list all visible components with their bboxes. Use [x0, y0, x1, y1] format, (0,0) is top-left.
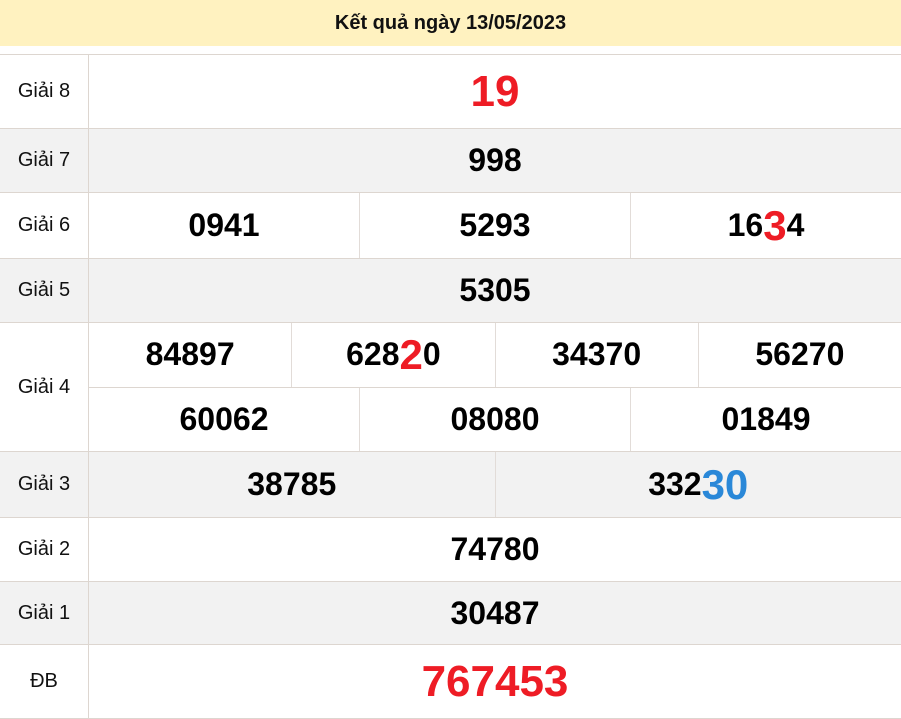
prize-line: 767453: [89, 645, 901, 718]
digits: 16: [728, 207, 764, 244]
digits: 0941: [188, 207, 259, 244]
prize-number: 74780: [89, 518, 901, 581]
highlighted-digits: 19: [471, 67, 520, 117]
digits: 628: [346, 336, 399, 373]
prize-label: Giải 3: [0, 452, 89, 518]
digits: 998: [468, 142, 521, 179]
digits: 38785: [247, 466, 336, 503]
prize-label: Giải 1: [0, 582, 89, 645]
prize-number: 0941: [89, 193, 359, 258]
prize-values: 767453: [89, 645, 901, 719]
prize-label: Giải 4: [0, 323, 89, 452]
prize-number: 34370: [495, 323, 698, 387]
prize-number: 01849: [630, 388, 901, 452]
prize-number: 38785: [89, 452, 495, 517]
highlighted-digits: 767453: [422, 657, 569, 707]
digits: 60062: [180, 401, 269, 438]
results-header: Kết quả ngày 13/05/2023: [0, 0, 901, 46]
prize-row: Giải 2 74780: [0, 518, 901, 582]
prize-values: 5305: [89, 259, 901, 323]
prize-label: Giải 8: [0, 55, 89, 129]
digits: 08080: [451, 401, 540, 438]
prize-row: ĐB 767453: [0, 645, 901, 719]
prize-line: 19: [89, 55, 901, 128]
prize-line: 60062 08080 01849: [89, 388, 901, 452]
prize-number: 5293: [359, 193, 630, 258]
prize-number: 998: [89, 129, 901, 192]
prize-number: 56270: [698, 323, 901, 387]
highlighted-digits: 3: [763, 202, 786, 250]
digits: 01849: [722, 401, 811, 438]
digits: 5305: [459, 272, 530, 309]
digits: 0: [423, 336, 441, 373]
prize-label: Giải 2: [0, 518, 89, 582]
digits: 56270: [755, 336, 844, 373]
prize-label: Giải 7: [0, 129, 89, 193]
prize-row: Giải 7 998: [0, 129, 901, 193]
prize-values: 998: [89, 129, 901, 193]
digits: 5293: [459, 207, 530, 244]
prize-number: 19: [89, 55, 901, 128]
spacer: [0, 46, 901, 54]
highlighted-digits: 30: [702, 461, 749, 509]
prize-values: 74780: [89, 518, 901, 582]
digits: 34370: [552, 336, 641, 373]
prize-row: Giải 5 5305: [0, 259, 901, 323]
prize-number: 60062: [89, 388, 359, 452]
prize-number: 08080: [359, 388, 630, 452]
prize-number: 767453: [89, 645, 901, 718]
digits: 332: [648, 466, 701, 503]
highlighted-digits: 2: [399, 331, 422, 379]
prize-label: Giải 5: [0, 259, 89, 323]
prize-line: 74780: [89, 518, 901, 581]
digits: 74780: [451, 531, 540, 568]
prize-line: 30487: [89, 582, 901, 644]
prize-row: Giải 1 30487: [0, 582, 901, 645]
prize-label: ĐB: [0, 645, 89, 719]
prize-number: 84897: [89, 323, 291, 387]
prize-values: 30487: [89, 582, 901, 645]
prize-line: 998: [89, 129, 901, 192]
header-title: Kết quả ngày 13/05/2023: [335, 12, 566, 35]
digits: 30487: [451, 595, 540, 632]
prize-label: Giải 6: [0, 193, 89, 259]
prize-row: Giải 8 19: [0, 55, 901, 129]
prize-line: 5305: [89, 259, 901, 322]
prize-values: 19: [89, 55, 901, 129]
digits: 84897: [146, 336, 235, 373]
prize-number: 5305: [89, 259, 901, 322]
digits: 4: [787, 207, 805, 244]
prize-number: 30487: [89, 582, 901, 644]
